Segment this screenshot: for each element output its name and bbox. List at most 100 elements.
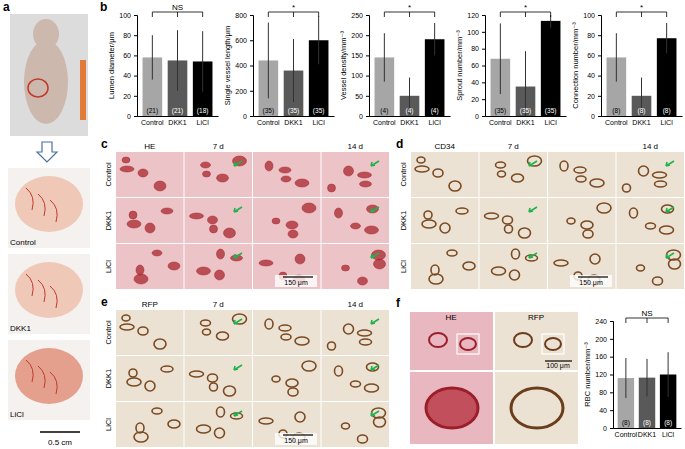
error-bar: [293, 39, 294, 102]
green-arrow: [371, 161, 379, 166]
micrograph: [548, 152, 616, 197]
tick: DKK1: [638, 428, 656, 438]
tissue-structure: [417, 157, 425, 163]
chart: 050100150200250ControlDKK1LiCl(4)(4)(4)*: [351, 3, 450, 126]
sample-size-label: (4): [406, 107, 414, 115]
micrograph: [322, 310, 390, 355]
vessel: [38, 366, 45, 388]
green-arrow: [234, 365, 242, 370]
vessel: [50, 200, 57, 222]
micrograph: [185, 402, 253, 447]
vessel: [38, 280, 45, 302]
tissue-structure: [358, 172, 372, 178]
tick: 600: [235, 37, 253, 44]
figure: aControlDKK1LiCl0.5 cmb020406080100Contr…: [0, 0, 685, 449]
tissue-structure: [279, 167, 291, 173]
tick-mark: [366, 55, 369, 56]
sample-size-label: (35): [520, 107, 532, 115]
category-label: Control: [489, 119, 512, 126]
tick-label: 80: [123, 32, 131, 39]
tick: 240: [595, 318, 613, 325]
green-arrow: [234, 411, 242, 416]
tissue-structure: [217, 249, 225, 259]
arrow: [37, 142, 57, 162]
tissue-structure: [492, 267, 506, 275]
significance-bracket: [525, 12, 526, 17]
axis-title: Connection number/mm⁻³: [571, 22, 580, 109]
axis-title: Vessel density/mm⁻³: [339, 31, 348, 100]
tick: 60: [123, 52, 137, 59]
tissue-structure: [302, 361, 316, 371]
tick-label: 100: [351, 72, 363, 79]
tissue-structure: [597, 203, 611, 213]
micrograph: [411, 198, 479, 243]
row-label: DKK1: [104, 369, 113, 389]
vessel: [460, 338, 476, 350]
sample-size-label: (21): [172, 107, 184, 115]
tissue-structure: [190, 371, 204, 377]
category-label: Control: [615, 431, 638, 438]
tick: 150: [351, 52, 369, 59]
tissue-structure: [447, 250, 457, 256]
tick: DKK1: [632, 116, 650, 126]
axis-title: Sprout number/mm⁻³: [455, 30, 464, 101]
tissue-structure: [208, 374, 218, 382]
tick: 200: [351, 32, 369, 39]
tissue-structure: [217, 407, 225, 417]
tick: 80: [471, 45, 485, 52]
micrograph: [322, 198, 390, 243]
chart: 020406080100120ControlDKK1LiCl(35)(35)(3…: [467, 3, 566, 126]
tissue-structure: [590, 254, 600, 264]
tick-label: 150: [351, 52, 363, 59]
vessel: [545, 338, 561, 350]
tick-mark: [250, 66, 253, 67]
tissue-structure: [215, 428, 225, 438]
vessel: [50, 372, 57, 394]
error-bar: [318, 16, 319, 64]
tissue-photo: [8, 340, 90, 420]
tick-label: 40: [599, 407, 607, 414]
tick: DKK1: [284, 116, 302, 126]
tick-label: 200: [351, 32, 363, 39]
tissue-structure: [367, 205, 379, 213]
micrograph: [548, 244, 616, 289]
significance-bracket: [616, 12, 666, 17]
tick: 60: [471, 62, 485, 69]
vessel: [26, 274, 33, 296]
significance-bracket: [641, 12, 642, 17]
tissue-structure: [342, 265, 350, 271]
tick: 20: [123, 93, 137, 100]
micrograph: [253, 310, 321, 355]
tissue-structure: [259, 418, 273, 424]
tick: DKK1: [168, 116, 186, 126]
image-grid: ControlDKK1LiClCD347 d14 d150 μm: [399, 142, 684, 289]
tissue-structure: [358, 435, 368, 443]
micrograph: [617, 152, 685, 197]
tissue-structure: [138, 169, 148, 177]
green-arrow: [666, 207, 674, 212]
x-axis: ControlDKK1LiCl: [254, 116, 335, 126]
tick: 50: [355, 93, 369, 100]
micrograph: [116, 402, 184, 447]
x-axis: ControlDKK1LiCl: [370, 116, 451, 126]
tick-label: 240: [595, 318, 607, 325]
tick: 0: [127, 113, 137, 120]
tick: 120: [467, 12, 485, 19]
tick: 60: [587, 52, 601, 59]
tissue-structure: [365, 226, 379, 234]
tick-mark: [366, 35, 369, 36]
green-arrow: [666, 253, 674, 258]
y-axis: 050100150200250: [351, 12, 369, 120]
tissue-structure: [440, 223, 450, 233]
micrograph-zoom: [410, 372, 493, 444]
tissue-structure: [456, 208, 468, 214]
column-header: 7 d: [508, 142, 519, 151]
zoom-box: [457, 334, 479, 354]
tissue-structure: [127, 378, 141, 386]
tick-mark: [610, 357, 613, 358]
tick-mark: [610, 410, 613, 411]
x-axis: ControlDKK1LiCl: [602, 116, 683, 126]
axis-line: [614, 428, 682, 429]
significance-bracket: [626, 318, 668, 323]
photo-label: LiCl: [10, 410, 24, 419]
